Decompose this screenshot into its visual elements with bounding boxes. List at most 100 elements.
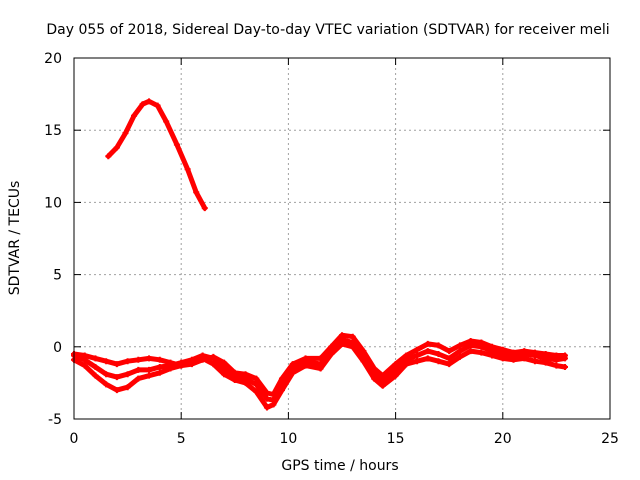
y-tick-label: 0 <box>53 340 62 356</box>
data-point <box>561 364 568 371</box>
x-tick-label: 5 <box>177 431 186 447</box>
y-tick-label: 20 <box>44 51 62 67</box>
data-point <box>221 371 228 378</box>
data-point <box>135 356 142 363</box>
data-point <box>489 352 496 359</box>
data-point <box>167 359 174 366</box>
data-point <box>371 365 378 372</box>
data-point <box>561 352 568 359</box>
data-point <box>173 141 180 148</box>
data-point <box>103 381 110 388</box>
data-point <box>456 342 463 349</box>
data-point <box>124 371 131 378</box>
data-point <box>188 361 195 368</box>
data-point <box>113 144 120 151</box>
data-point <box>210 361 217 368</box>
x-tick-label: 10 <box>279 431 297 447</box>
data-point <box>210 353 217 360</box>
data-point <box>105 153 112 160</box>
data-point <box>113 361 120 368</box>
series-group <box>71 98 568 411</box>
data-point <box>499 355 506 362</box>
data-point <box>242 379 249 386</box>
plot-frame <box>73 57 611 420</box>
data-point <box>242 371 249 378</box>
data-point <box>278 387 285 394</box>
data-point <box>542 359 549 366</box>
data-point <box>231 377 238 384</box>
data-point <box>478 349 485 356</box>
data-point <box>371 375 378 382</box>
data-point <box>360 348 367 355</box>
data-point <box>392 361 399 368</box>
data-point <box>328 343 335 350</box>
data-point <box>424 340 431 347</box>
data-point <box>349 333 356 340</box>
data-point <box>81 352 88 359</box>
data-point <box>270 401 277 408</box>
data-point <box>328 351 335 358</box>
data-point <box>113 374 120 381</box>
data-point <box>349 343 356 350</box>
x-tick-label: 0 <box>70 431 79 447</box>
data-point <box>289 361 296 368</box>
data-point <box>446 355 453 362</box>
data-point <box>446 361 453 368</box>
data-point <box>199 356 206 363</box>
data-point <box>131 112 138 119</box>
data-point <box>478 339 485 346</box>
data-point <box>289 369 296 376</box>
data-point <box>124 384 131 391</box>
data-point <box>124 358 131 365</box>
data-point <box>146 372 153 379</box>
data-point <box>103 371 110 378</box>
data-point <box>531 358 538 365</box>
data-point <box>414 358 421 365</box>
data-point <box>146 366 153 373</box>
data-point <box>135 366 142 373</box>
data-point <box>392 372 399 379</box>
data-point <box>167 365 174 372</box>
data-point <box>201 205 208 212</box>
y-tick-label: 5 <box>53 268 62 284</box>
data-point <box>156 369 163 376</box>
data-point <box>531 349 538 356</box>
data-point <box>360 358 367 365</box>
data-point <box>499 346 506 353</box>
data-point <box>113 387 120 394</box>
data-point <box>263 395 270 402</box>
data-point <box>379 372 386 379</box>
data-point <box>489 343 496 350</box>
data-point <box>424 355 431 362</box>
data-point <box>270 391 277 398</box>
y-tick-label: -5 <box>48 412 62 428</box>
y-tick-label: 10 <box>44 195 62 211</box>
data-point <box>414 352 421 359</box>
chart-title: Day 055 of 2018, Sidereal Day-to-day VTE… <box>46 22 609 38</box>
data-point <box>92 364 99 371</box>
data-point <box>435 342 442 349</box>
data-point <box>221 359 228 366</box>
series-line-arc-high <box>105 98 208 211</box>
data-point <box>154 102 161 109</box>
y-axis-label: SDTVAR / TECUs <box>7 181 23 296</box>
data-point <box>542 351 549 358</box>
data-point <box>467 338 474 345</box>
data-point <box>379 382 386 389</box>
data-point <box>135 375 142 382</box>
data-point <box>510 349 517 356</box>
data-point <box>446 348 453 355</box>
y-tick-label: 15 <box>44 123 62 139</box>
data-point <box>467 348 474 355</box>
data-point <box>253 388 260 395</box>
data-point <box>553 362 560 369</box>
data-point <box>221 365 228 372</box>
data-point <box>339 340 345 347</box>
data-point <box>122 130 129 137</box>
data-point <box>156 356 163 363</box>
grid <box>74 58 610 419</box>
data-point <box>435 358 442 365</box>
data-point <box>317 365 324 372</box>
